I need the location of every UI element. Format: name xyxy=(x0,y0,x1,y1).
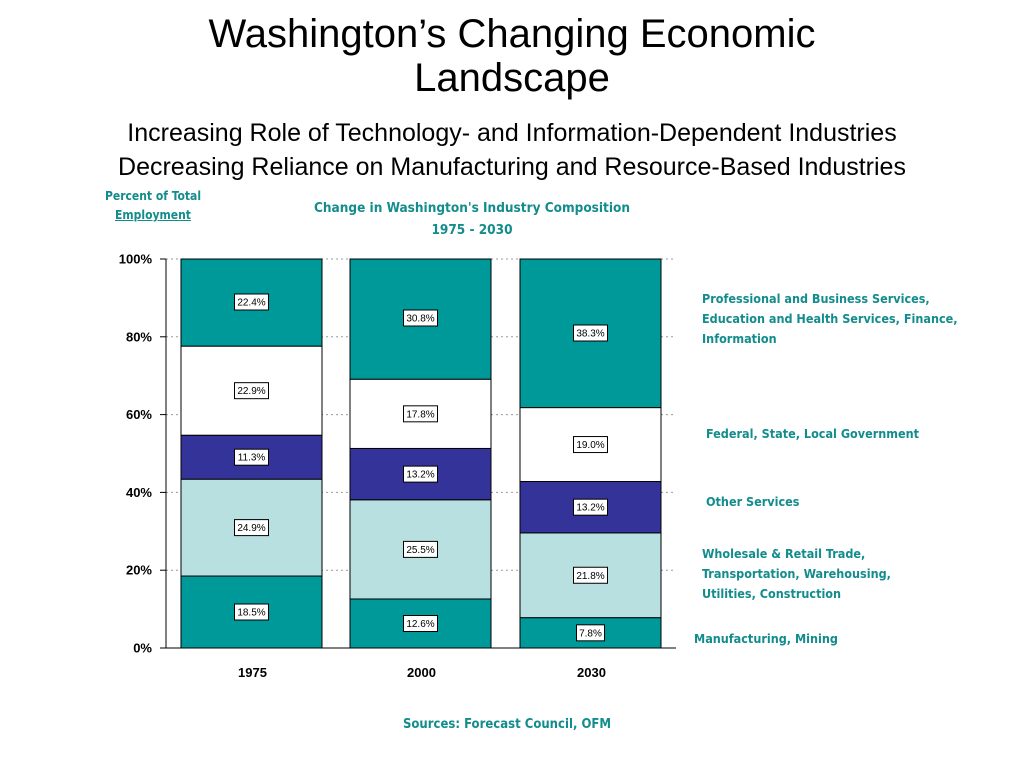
legend-manufacturing: Manufacturing, Mining xyxy=(694,629,994,649)
chart-title: Change in Washington's Industry Composit… xyxy=(262,197,682,241)
data-label: 17.8% xyxy=(406,409,434,420)
x-tick-label: 1975 xyxy=(238,665,267,680)
data-label-box xyxy=(573,566,608,584)
legend-line: Utilities, Construction xyxy=(702,586,842,601)
y-axis-label-line-2: Employment xyxy=(115,208,191,222)
data-label: 19.0% xyxy=(576,440,604,451)
data-label-box xyxy=(403,614,438,632)
legend-line: Other Services xyxy=(706,494,800,509)
data-label-box xyxy=(234,448,269,466)
legend-line: Transportation, Warehousing, xyxy=(702,566,891,581)
legend-line: Federal, State, Local Government xyxy=(706,426,920,441)
slide-title: Washington’s Changing Economic Landscape xyxy=(0,12,1024,100)
data-label: 21.8% xyxy=(576,571,604,582)
bar-segment xyxy=(519,258,662,409)
legend-line: Education and Health Services, Finance, xyxy=(702,311,958,326)
y-tick-label: 100% xyxy=(119,252,153,267)
data-label-box xyxy=(403,465,438,483)
data-label-box xyxy=(573,498,608,516)
data-label-box xyxy=(403,309,438,327)
slide-title-line-1: Washington’s Changing Economic Landscape xyxy=(208,12,816,100)
data-label: 25.5% xyxy=(406,545,434,556)
legend-line: Professional and Business Services, xyxy=(702,291,930,306)
y-tick-label: 80% xyxy=(126,329,152,344)
chart-title-line-2: 1975 - 2030 xyxy=(431,222,513,238)
y-tick-label: 0% xyxy=(133,641,152,656)
subtitle-line-2: Decreasing Reliance on Manufacturing and… xyxy=(118,153,906,181)
sources-note: Sources: Forecast Council, OFM xyxy=(402,717,612,732)
data-label: 24.9% xyxy=(237,523,265,534)
y-axis-label: Percent of Total Employment xyxy=(100,187,206,225)
data-label-box xyxy=(234,293,269,311)
y-axis-label-line-1: Percent of Total xyxy=(104,189,202,203)
data-label-box xyxy=(573,436,608,454)
data-label-box xyxy=(573,324,608,342)
legend-other-services: Other Services xyxy=(706,492,1006,512)
subtitle-line-1: Increasing Role of Technology- and Infor… xyxy=(127,119,897,147)
data-label-box xyxy=(403,540,438,558)
legend-trade-transportation: Wholesale & Retail Trade, Transportation… xyxy=(702,544,1002,604)
data-label: 13.2% xyxy=(406,470,434,481)
data-label: 7.8% xyxy=(579,628,602,639)
data-label: 22.9% xyxy=(237,386,265,397)
chart-title-line-1: Change in Washington's Industry Composit… xyxy=(313,200,631,216)
data-label: 38.3% xyxy=(576,329,604,340)
data-label-box xyxy=(403,405,438,423)
data-label-box xyxy=(234,382,269,400)
data-label: 18.5% xyxy=(237,608,265,619)
data-label: 13.2% xyxy=(576,503,604,514)
x-tick-label: 2030 xyxy=(577,665,606,680)
legend-line: Wholesale & Retail Trade, xyxy=(702,546,866,561)
data-label-box xyxy=(234,519,269,537)
legend-line: Information xyxy=(702,331,777,346)
y-tick-label: 40% xyxy=(126,485,152,500)
y-tick-label: 20% xyxy=(126,563,152,578)
data-label: 11.3% xyxy=(238,453,266,464)
legend-professional-services: Professional and Business Services, Educ… xyxy=(702,289,1002,349)
legend-government: Federal, State, Local Government xyxy=(706,424,1006,444)
data-label-box xyxy=(576,624,605,642)
data-label-box xyxy=(234,603,269,621)
x-tick-label: 2000 xyxy=(407,665,436,680)
data-label: 22.4% xyxy=(237,298,265,309)
legend-line: Manufacturing, Mining xyxy=(694,631,838,646)
data-label: 30.8% xyxy=(406,314,434,325)
y-tick-label: 60% xyxy=(126,407,152,422)
data-label: 12.6% xyxy=(406,619,434,630)
